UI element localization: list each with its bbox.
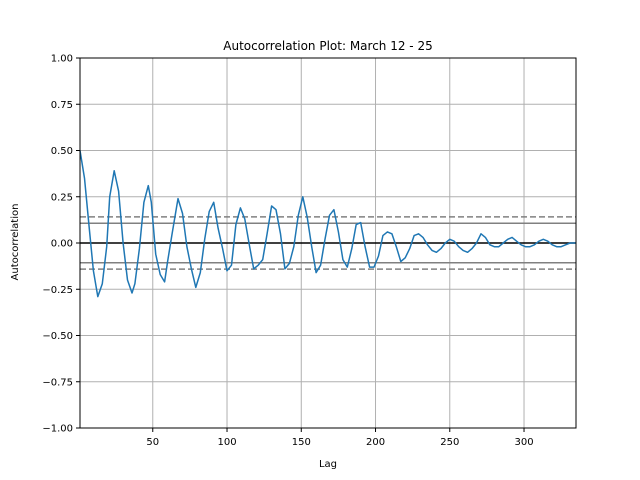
x-tick-label: 50 xyxy=(146,437,159,448)
x-tick-label: 200 xyxy=(366,437,385,448)
y-tick-label: 1.00 xyxy=(51,54,73,65)
y-axis-label: Autocorrelation xyxy=(10,204,21,281)
y-axis-ticks: 1.00 0.75 0.50 0.25 0.00 −0.25 −0.50 −0.75 −1.00 xyxy=(42,54,80,435)
x-tick-label: 300 xyxy=(514,437,533,448)
x-tick-label: 150 xyxy=(292,437,311,448)
y-tick-label: 0.25 xyxy=(51,192,73,203)
series xyxy=(79,150,576,298)
x-tick-label: 250 xyxy=(440,437,459,448)
y-tick-label: −0.75 xyxy=(42,377,73,388)
chart-title: Autocorrelation Plot: March 12 - 25 xyxy=(223,39,432,53)
x-axis-label: Lag xyxy=(319,459,337,470)
y-tick-label: 0.00 xyxy=(51,239,73,250)
y-tick-label: −0.25 xyxy=(42,285,73,296)
x-axis-ticks: 50 100 150 200 250 300 xyxy=(146,428,534,448)
y-tick-label: −1.00 xyxy=(42,424,73,435)
y-tick-label: 0.50 xyxy=(51,146,73,157)
x-tick-label: 100 xyxy=(217,437,236,448)
y-tick-label: −0.50 xyxy=(42,331,73,342)
reference-lines xyxy=(80,216,576,270)
y-tick-label: 0.75 xyxy=(51,100,73,111)
autocorrelation-line xyxy=(79,150,576,298)
